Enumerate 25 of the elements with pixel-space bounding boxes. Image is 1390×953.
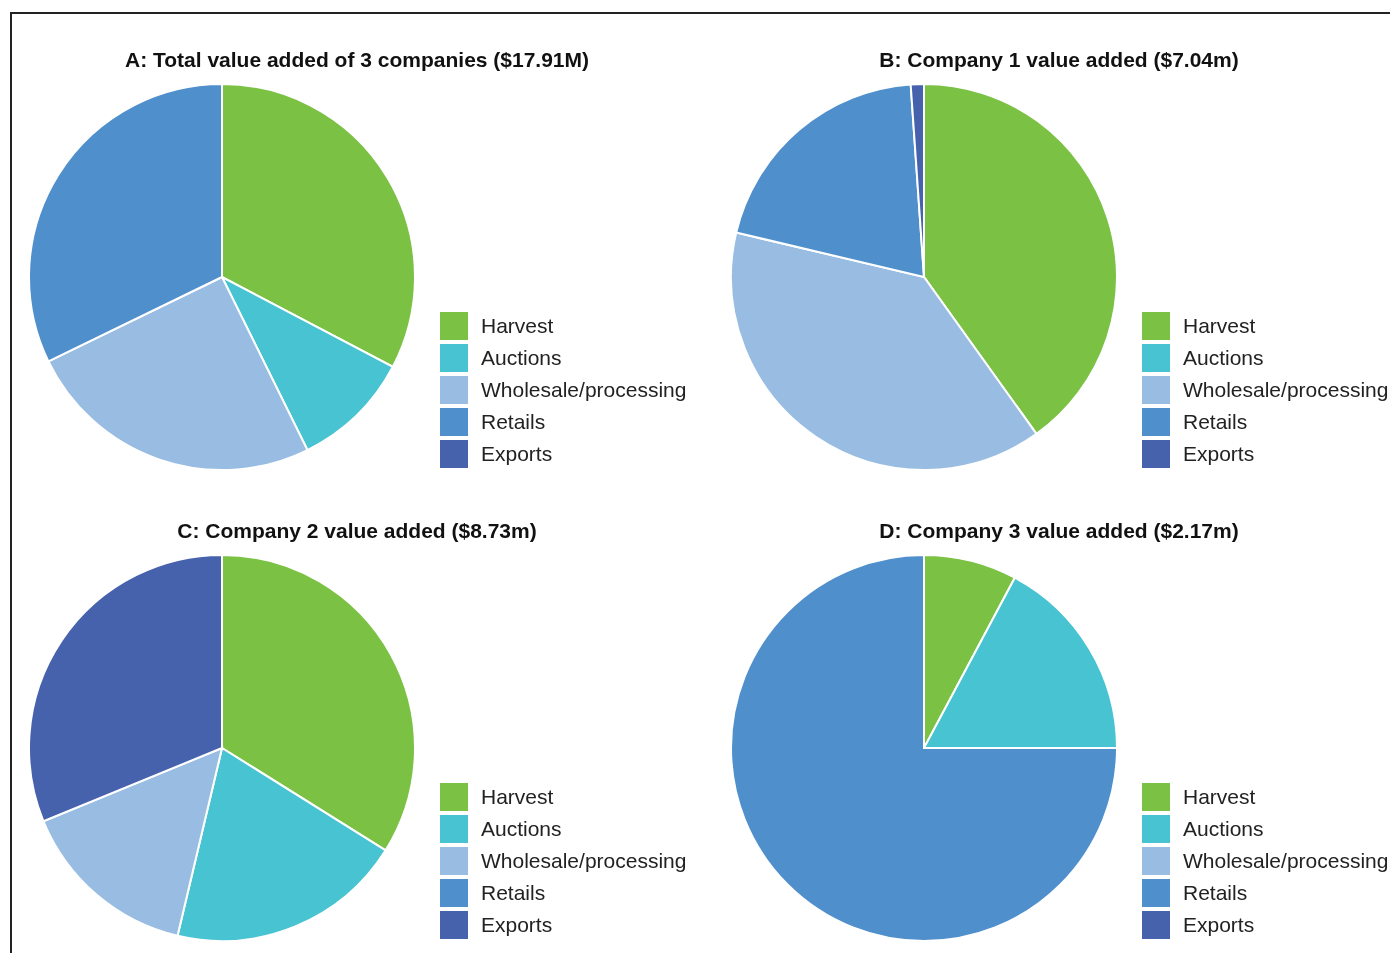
legend-label: Retails [1183,881,1248,904]
legend-label: Harvest [481,314,554,337]
chart-title: A: Total value added of 3 companies ($17.91M) [124,48,590,71]
legend-label: Wholesale/processing [1183,849,1389,872]
pie-slice [730,554,1118,942]
legend-label: Retails [1183,410,1248,433]
legend-label: Retails [481,881,546,904]
legend-label: Exports [1183,913,1255,936]
legend-label: Harvest [1183,785,1256,808]
legend-label: Wholesale/processing [1183,378,1389,401]
legend-label: Exports [1183,442,1255,465]
legend-label: Auctions [1183,346,1264,369]
legend-label: Exports [481,913,553,936]
legend-label: Exports [481,442,553,465]
legend-label: Harvest [481,785,554,808]
chart-title: B: Company 1 value added ($7.04m) [879,48,1239,71]
legend-label: Wholesale/processing [481,378,687,401]
legend-label: Retails [481,410,546,433]
chart-title: D: Company 3 value added ($2.17m) [879,519,1239,542]
legend-label: Auctions [1183,817,1264,840]
chart-title: C: Company 2 value added ($8.73m) [177,519,537,542]
legend-label: Harvest [1183,314,1256,337]
legend-label: Wholesale/processing [481,849,687,872]
legend-label: Auctions [481,346,562,369]
legend-label: Auctions [481,817,562,840]
